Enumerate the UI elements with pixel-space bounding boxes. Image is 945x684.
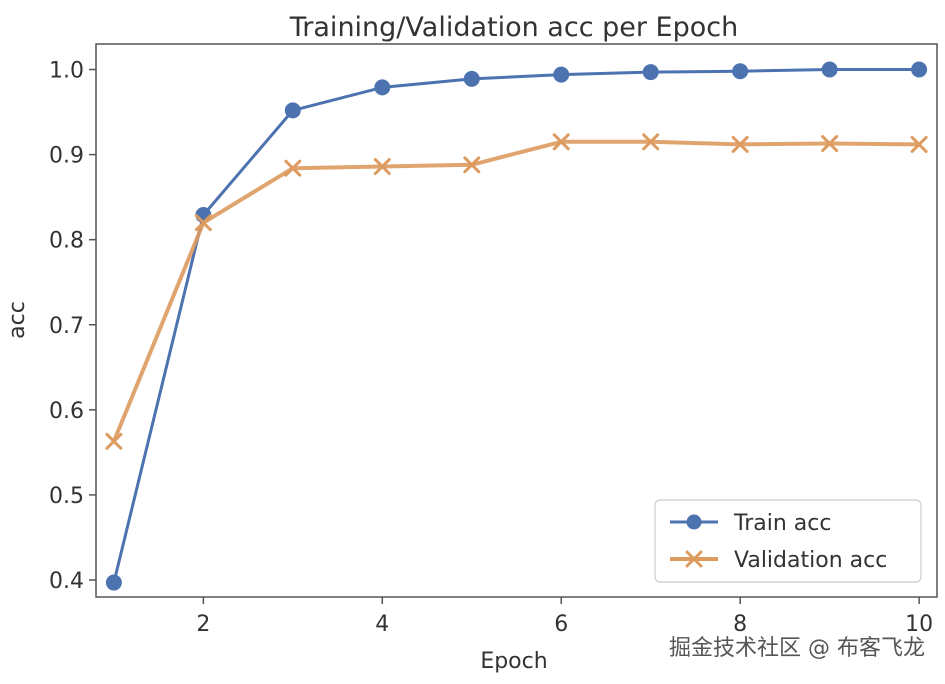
data-point-train	[732, 63, 749, 80]
y-tick-label: 0.6	[49, 399, 84, 424]
watermark-text: 掘金技术社区 @ 布客飞龙	[669, 636, 925, 661]
series-validation	[105, 133, 928, 450]
data-point-validation	[821, 135, 839, 153]
series-layer	[105, 61, 928, 591]
x-axis-label: Epoch	[480, 649, 547, 674]
data-point-validation	[731, 135, 749, 153]
data-point-validation	[642, 133, 660, 151]
x-tick-label: 6	[554, 612, 568, 637]
data-point-validation	[373, 158, 391, 176]
legend-marker-validation	[685, 550, 703, 568]
data-point-train	[821, 61, 838, 78]
data-point-train	[642, 64, 659, 81]
plot-area-frame	[95, 43, 938, 598]
data-point-validation	[910, 135, 928, 153]
legend-item-train: Train acc	[670, 511, 831, 536]
y-tick-label: 0.8	[49, 229, 84, 254]
series-line-train	[112, 68, 920, 583]
legend-marker-train	[686, 514, 702, 530]
data-point-train	[553, 66, 570, 83]
y-tick-label: 1.0	[49, 59, 84, 84]
data-point-train	[284, 102, 301, 119]
data-point-train	[911, 61, 928, 78]
data-point-validation	[552, 133, 570, 151]
y-axis-ticks: 0.4 0.5 0.6 0.7 0.8 0.9 1.0	[49, 59, 96, 594]
data-point-validation	[105, 432, 123, 450]
data-point-train	[463, 70, 480, 87]
legend-label-train: Train acc	[733, 511, 831, 536]
y-tick-label: 0.5	[49, 484, 84, 509]
x-tick-label: 4	[375, 612, 389, 637]
y-tick-label: 0.7	[49, 314, 84, 339]
y-tick-label: 0.4	[49, 569, 84, 594]
x-tick-label: 10	[905, 612, 933, 637]
legend-label-validation: Validation acc	[734, 548, 887, 573]
chart-title: Training/Validation acc per Epoch	[289, 12, 738, 43]
legend-item-validation: Validation acc	[670, 548, 887, 573]
data-point-train	[374, 79, 391, 96]
y-tick-label: 0.9	[49, 144, 84, 169]
x-tick-label: 2	[196, 612, 210, 637]
series-line-validation	[112, 139, 920, 443]
y-axis-label: acc	[5, 301, 30, 339]
data-point-validation	[194, 214, 212, 232]
x-axis-ticks: 2 4 6 8 10	[196, 597, 933, 637]
x-tick-label: 8	[733, 612, 747, 637]
data-point-validation	[284, 159, 302, 177]
legend: Train acc Validation acc	[654, 499, 922, 583]
data-point-validation	[463, 156, 481, 174]
series-train	[105, 61, 928, 591]
legend-box	[654, 499, 922, 583]
data-point-train	[105, 574, 122, 591]
